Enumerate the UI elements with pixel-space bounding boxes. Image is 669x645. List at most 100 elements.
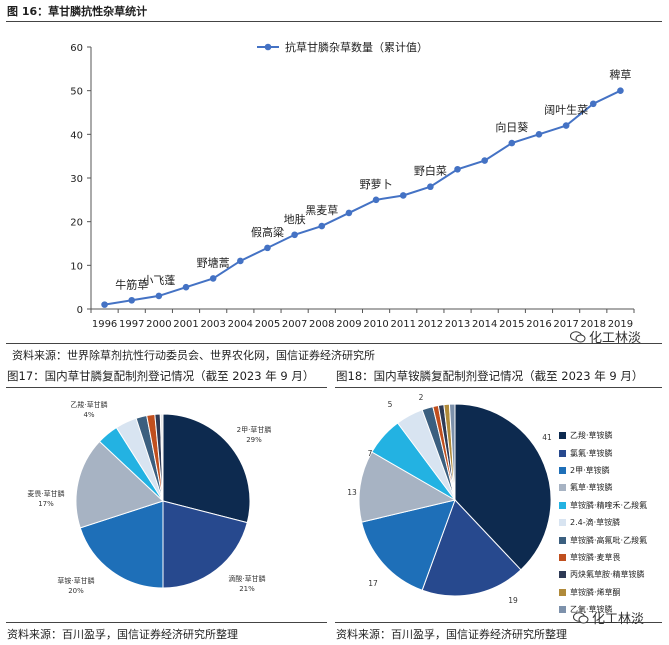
- figure16-title-rule: [6, 21, 662, 22]
- slice-value-label: 41: [542, 433, 552, 442]
- x-tick-label: 2012: [418, 319, 443, 330]
- legend-swatch: [559, 466, 566, 474]
- pie2-legend: 乙羧·草铵膦 氯氟·草铵膦 2甲·草铵膦 氟草·草铵膦 草铵膦·精喹禾·乙羧氟 2.4-滴…: [559, 427, 667, 618]
- data-point: [508, 139, 516, 147]
- pie-slice: [360, 499, 456, 591]
- pie-chart-glufosinate: 41 19 17 13 7 5 2: [347, 393, 552, 605]
- annotation-label: 牛筋草: [115, 277, 148, 291]
- pie-slice: [162, 500, 248, 589]
- pie-slice: [159, 413, 164, 502]
- annotation-label: 野白菜: [414, 164, 447, 178]
- annotation-label: 地肤: [284, 212, 306, 226]
- x-tick-label: 2009: [336, 319, 361, 330]
- pie-slice: [162, 413, 251, 524]
- legend-label: 草铵膦·麦草畏: [570, 552, 621, 562]
- legend-swatch: [559, 606, 566, 614]
- legend-label: 抗草甘膦杂草数量（累计值）: [285, 40, 428, 54]
- x-tick-label: 2016: [526, 319, 551, 330]
- slice-value-label: 2: [419, 393, 424, 402]
- slice-value-label: 13: [347, 488, 357, 497]
- wechat-icon: [570, 330, 586, 342]
- y-tick-label: 0: [77, 305, 83, 316]
- legend-swatch: [559, 484, 566, 492]
- x-tick-label: 2019: [608, 319, 633, 330]
- legend-label: 氯氟·草铵膦: [570, 448, 613, 458]
- y-tick-label: 40: [70, 130, 83, 141]
- pie-slice: [358, 451, 457, 523]
- figure16-source: 资料来源：世界除草剂抗性行动委员会、世界农化网，国信证券经济研究所: [12, 349, 375, 362]
- slice-value-label: 19: [508, 596, 518, 605]
- data-point: [372, 196, 380, 204]
- figure18-title: 图18：国内草铵膦复配制剂登记情况（截至 2023 年 9 月）: [336, 369, 644, 383]
- y-tick-label: 30: [70, 174, 83, 185]
- legend-swatch: [559, 519, 566, 527]
- legend-swatch: [559, 571, 566, 579]
- legend-item: 乙氧·草铵膦: [559, 601, 667, 618]
- slice-percent-label: 20%: [68, 587, 84, 595]
- figure16-title: 图 16：草甘膦抗性杂草统计: [7, 5, 148, 18]
- data-point: [264, 244, 271, 252]
- legend-item: 2.4-滴·草铵膦: [559, 514, 667, 531]
- slice-label: 2甲·草甘膦: [237, 425, 272, 434]
- x-tick-label: 2008: [309, 319, 334, 330]
- legend-swatch: [559, 536, 566, 544]
- legend-item: 草铵膦·麦草畏: [559, 549, 667, 566]
- data-point: [454, 165, 461, 173]
- legend-item: 氯氟·草铵膦: [559, 444, 667, 461]
- legend-marker: [264, 43, 272, 51]
- series-line: [104, 89, 621, 306]
- data-point: [155, 292, 163, 300]
- legend-label: 2.4-滴·草铵膦: [570, 518, 621, 528]
- data-point: [237, 257, 244, 265]
- legend-item: 氟草·草铵膦: [559, 479, 667, 496]
- data-point: [318, 222, 326, 230]
- x-tick-label: 2015: [499, 319, 524, 330]
- y-tick-label: 20: [70, 218, 83, 229]
- slice-value-label: 7: [368, 449, 373, 458]
- figure16-source-rule: [6, 343, 662, 344]
- y-tick-label: 50: [70, 87, 83, 98]
- legend-swatch: [559, 449, 566, 457]
- legend-label: 丙炔氟草胺·精草铵膦: [570, 570, 645, 580]
- x-tick-label: 2003: [200, 319, 225, 330]
- figure18-watermark: 化工林淡: [573, 608, 644, 627]
- legend-label: 乙氧·草铵膦: [570, 605, 613, 615]
- x-tick-label: 2004: [228, 319, 253, 330]
- legend-item: 2甲·草铵膦: [559, 462, 667, 479]
- figure18-source: 资料来源：百川盈孚，国信证券经济研究所整理: [336, 628, 567, 641]
- legend-label: 草铵膦·高氟吡·乙羧氟: [570, 535, 648, 545]
- legend-label: 2甲·草铵膦: [570, 465, 610, 475]
- slice-percent-label: 21%: [239, 585, 255, 593]
- data-point: [291, 231, 298, 239]
- data-point: [345, 209, 353, 217]
- legend-label: 草铵膦·精喹禾·乙羧氟: [570, 500, 648, 510]
- pie-slice: [79, 500, 164, 589]
- x-tick-label: 1997: [119, 319, 144, 330]
- legend-item: 丙炔氟草胺·精草铵膦: [559, 566, 667, 583]
- legend-item: 草铵膦·烯草酮: [559, 584, 667, 601]
- legend-swatch: [559, 588, 566, 596]
- data-point: [589, 100, 597, 108]
- legend-label: 草铵膦·烯草酮: [570, 587, 621, 597]
- data-point: [209, 275, 217, 282]
- data-point: [562, 122, 570, 129]
- annotation-label: 向日葵: [495, 120, 528, 134]
- legend-swatch: [559, 432, 566, 440]
- data-point: [617, 87, 624, 94]
- annotation-label: 黑麦草: [305, 204, 338, 217]
- figure18-source-rule: [335, 622, 662, 623]
- slice-label: 草铵·草甘膦: [57, 576, 94, 585]
- x-tick-label: 1996: [92, 319, 117, 330]
- annotation-label: 稗草: [609, 68, 631, 82]
- figure18-title-rule: [335, 387, 662, 388]
- annotation-label: 阔叶生菜: [544, 103, 588, 117]
- figure17-title-rule: [6, 387, 327, 388]
- annotation-label: 假高粱: [251, 225, 284, 239]
- watermark-text: 化工林淡: [589, 331, 642, 346]
- annotation-label: 野塘蒿: [197, 255, 230, 269]
- wechat-icon: [573, 611, 589, 623]
- data-point: [182, 283, 190, 291]
- pie-chart-glyphosate: 2甲·草甘膦 29% 滴酸·草甘膦 21% 草铵·草甘膦 20% 麦畏·草甘膦 17% 乙羧·草…: [27, 400, 272, 595]
- x-tick-label: 2017: [553, 319, 578, 330]
- pie-slice: [454, 403, 552, 571]
